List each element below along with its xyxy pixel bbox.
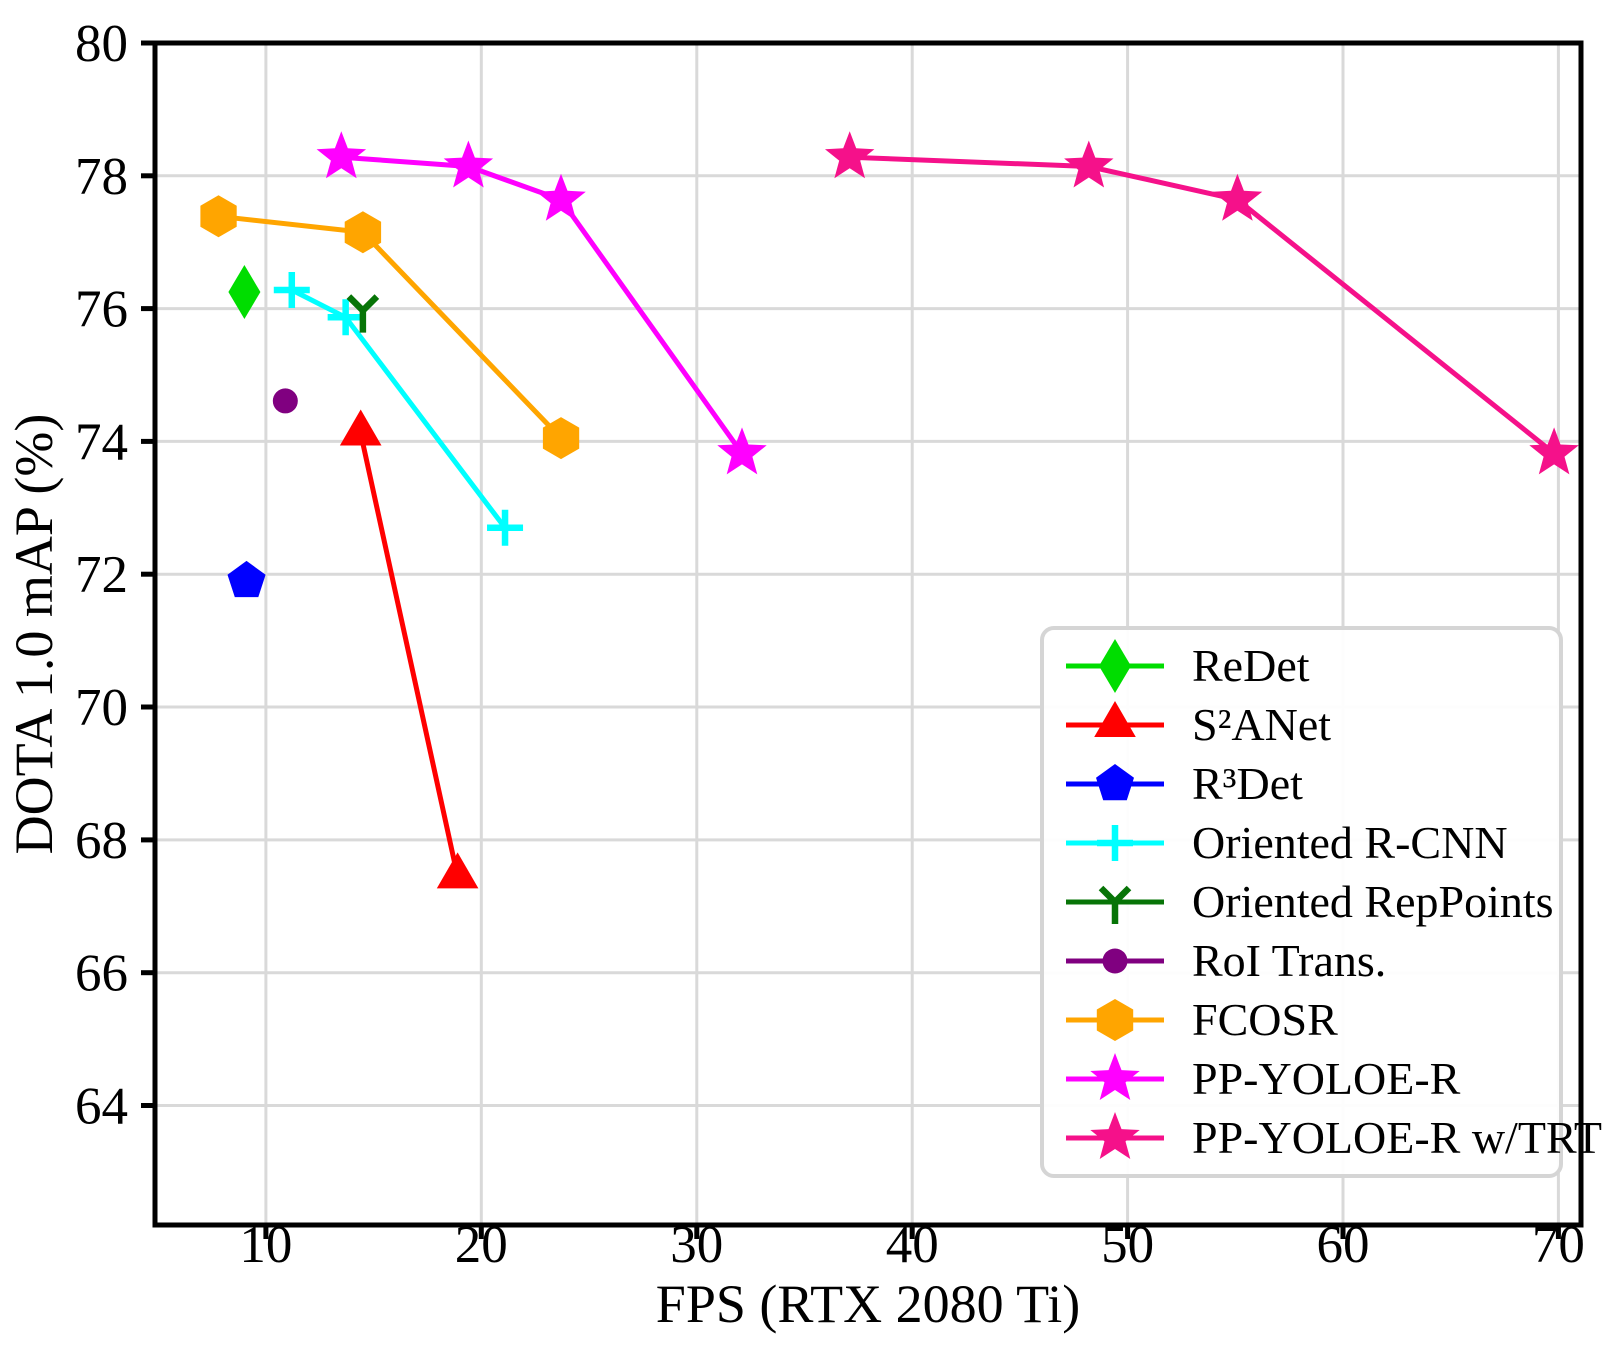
legend-item: Oriented RepPoints xyxy=(1052,873,1554,931)
y-tick-label: 66 xyxy=(75,945,128,1003)
legend-item: ReDet xyxy=(1052,637,1551,695)
data-point-marker xyxy=(272,388,298,414)
circle-legend-icon xyxy=(1066,948,1164,974)
data-point-marker xyxy=(316,131,367,179)
y-tick-label: 70 xyxy=(75,679,128,737)
legend-label: ReDet xyxy=(1192,639,1310,691)
data-point-marker xyxy=(1090,1112,1140,1160)
data-point-marker xyxy=(1098,885,1132,924)
legend-item: PP-YOLOE-R xyxy=(1052,1050,1551,1108)
x-tick-label: 50 xyxy=(1101,1216,1154,1274)
legend-label: Oriented R-CNN xyxy=(1192,816,1508,868)
series-line xyxy=(849,154,1556,456)
legend-label: PP-YOLOE-R w/TRT xyxy=(1192,1112,1602,1164)
y-tick-label: 68 xyxy=(75,812,128,870)
plot-border xyxy=(152,40,1584,1228)
series-line xyxy=(341,154,745,455)
legend-label: Oriented RepPoints xyxy=(1192,875,1554,927)
data-point-marker xyxy=(227,560,266,598)
thin-diamond-legend-icon xyxy=(1066,638,1164,693)
data-point-marker xyxy=(339,409,382,446)
hexagon-legend-icon xyxy=(1066,999,1164,1042)
legend-box: ReDet S²ANet R³Det Oriented R-CNN Oriented R… xyxy=(1040,626,1602,1178)
data-point-marker xyxy=(1090,1053,1140,1101)
x-tick-label: 40 xyxy=(886,1216,939,1274)
data-point-marker xyxy=(1099,638,1131,693)
x-tick-label: 30 xyxy=(670,1216,723,1274)
tri-down-legend-icon xyxy=(1066,885,1164,924)
legend-item: Oriented R-CNN xyxy=(1052,814,1551,872)
x-tick-label: 10 xyxy=(239,1216,292,1274)
data-point-marker xyxy=(1102,948,1128,974)
data-point-marker xyxy=(1096,999,1134,1042)
legend-label: RoI Trans. xyxy=(1192,935,1387,987)
y-tick-label: 64 xyxy=(75,1078,128,1136)
data-point-marker xyxy=(443,140,494,188)
data-point-marker xyxy=(1094,700,1136,737)
legend-item: PP-YOLOE-R w/TRT xyxy=(1052,1109,1602,1167)
legend-label: R³Det xyxy=(1192,757,1303,809)
data-point-marker xyxy=(228,265,261,319)
data-point-marker xyxy=(1212,173,1263,221)
plus-legend-icon xyxy=(1066,824,1164,861)
data-point-marker xyxy=(487,509,524,546)
series-line xyxy=(358,432,461,877)
x-tick-label: 20 xyxy=(455,1216,508,1274)
data-point-marker xyxy=(1096,763,1134,800)
data-point-marker xyxy=(346,294,380,333)
y-tick-label: 80 xyxy=(75,15,128,73)
y-tick-label: 78 xyxy=(75,148,128,206)
data-point-marker xyxy=(200,195,237,238)
x-tick-label: 60 xyxy=(1317,1216,1370,1274)
star-legend-icon xyxy=(1066,1053,1164,1101)
data-point-marker xyxy=(436,852,479,889)
legend-item: RoI Trans. xyxy=(1052,932,1551,990)
legend-label: PP-YOLOE-R xyxy=(1192,1053,1461,1105)
data-point-marker xyxy=(1097,824,1133,861)
data-point-marker xyxy=(542,417,580,460)
legend-item: R³Det xyxy=(1052,755,1551,813)
data-point-marker xyxy=(536,173,586,221)
x-axis-label: FPS (RTX 2080 Ti) xyxy=(656,1274,1080,1334)
y-tick-label: 76 xyxy=(75,281,128,339)
data-point-marker xyxy=(1529,427,1579,475)
x-tick-label: 70 xyxy=(1532,1216,1585,1274)
data-point-marker xyxy=(1064,140,1114,188)
legend-item: S²ANet xyxy=(1052,696,1551,754)
data-point-marker xyxy=(344,211,382,254)
data-point-marker xyxy=(717,427,767,475)
star-legend-icon xyxy=(1066,1112,1164,1160)
y-tick-label: 72 xyxy=(75,546,128,604)
legend-label: FCOSR xyxy=(1192,994,1338,1046)
data-point-marker xyxy=(825,131,875,179)
y-axis-label: DOTA 1.0 mAP (%) xyxy=(4,414,64,855)
legend-label: S²ANet xyxy=(1192,698,1332,750)
pentagon-legend-icon xyxy=(1066,763,1164,800)
data-point-marker xyxy=(327,299,364,336)
data-point-marker xyxy=(273,272,310,309)
triangle-up-legend-icon xyxy=(1066,700,1164,737)
y-tick-label: 74 xyxy=(75,413,128,471)
legend-item: FCOSR xyxy=(1052,991,1551,1049)
